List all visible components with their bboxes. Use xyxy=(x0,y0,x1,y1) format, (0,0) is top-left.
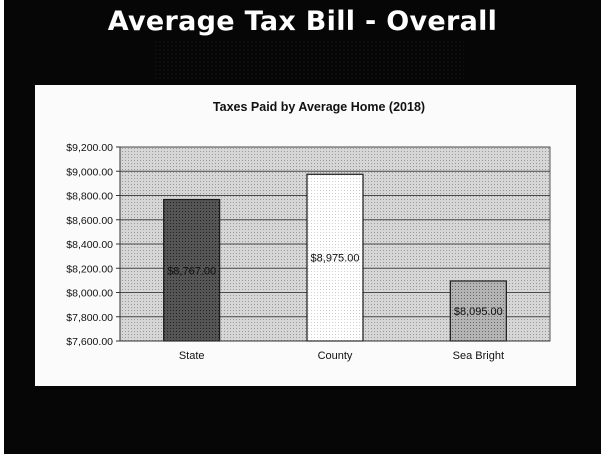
y-axis: $7,600.00 $7,800.00 $8,000.00 $8,200.00 $8,4… xyxy=(66,142,121,348)
bar-chart: Taxes Paid by Average Home (2018) $7,600… xyxy=(66,100,551,362)
data-label: $8,095.00 xyxy=(454,306,503,318)
slide: Average Tax Bill - Overall xyxy=(4,0,601,454)
y-tick-label: $8,600.00 xyxy=(66,215,113,227)
x-axis: State County Sea Bright xyxy=(120,340,550,362)
chart-panel: Taxes Paid by Average Home (2018) $7,600… xyxy=(35,85,576,386)
data-label: $8,767.00 xyxy=(167,265,216,277)
data-labels: $8,767.00 $8,975.00 $8,095.00 xyxy=(167,253,503,318)
speckle-texture xyxy=(154,40,464,80)
y-tick-label: $9,200.00 xyxy=(66,142,113,154)
bar-state xyxy=(163,198,221,342)
y-tick-label: $8,400.00 xyxy=(66,239,113,251)
bar-county xyxy=(306,173,364,342)
chart-title: Taxes Paid by Average Home (2018) xyxy=(213,100,425,114)
y-tick-label: $8,200.00 xyxy=(66,263,113,275)
x-tick-label: State xyxy=(179,350,205,362)
data-label: $8,975.00 xyxy=(311,253,360,265)
bars xyxy=(163,173,507,342)
x-tick-label: County xyxy=(318,350,353,362)
y-tick-label: $9,000.00 xyxy=(66,166,113,178)
slide-title: Average Tax Bill - Overall xyxy=(107,6,498,37)
y-tick-label: $8,000.00 xyxy=(66,288,113,300)
bar-sea-bright xyxy=(449,280,507,342)
x-tick-label: Sea Bright xyxy=(453,350,504,362)
y-tick-label: $8,800.00 xyxy=(66,191,113,203)
y-tick-label: $7,600.00 xyxy=(66,336,113,348)
y-tick-label: $7,800.00 xyxy=(66,312,113,324)
